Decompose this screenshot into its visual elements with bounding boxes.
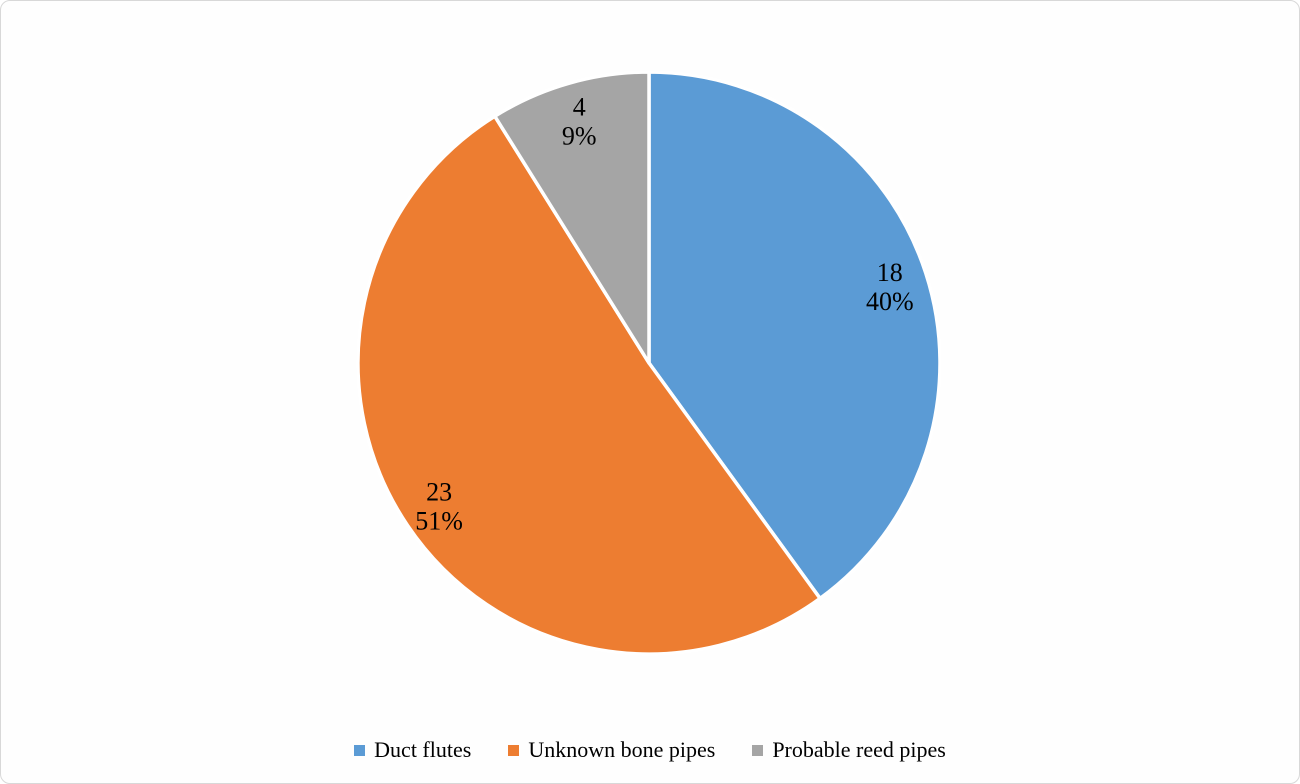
slice-label-unknown-bone-pipes: 23 51%: [415, 478, 463, 536]
slice-label-probable-reed-pipes: 4 9%: [562, 93, 597, 151]
legend-label: Probable reed pipes: [772, 737, 946, 762]
pie-slice-unknown-bone-pipes: [356, 114, 822, 656]
legend-label: Unknown bone pipes: [528, 737, 716, 762]
legend-label: Duct flutes: [374, 737, 472, 762]
slice-label-percent: 9%: [562, 122, 597, 151]
pie-chart: 18 40% 23 51% 4 9%: [356, 70, 942, 656]
slice-label-value: 23: [426, 478, 452, 507]
slice-label-percent: 51%: [415, 507, 463, 536]
pie-slice-duct-flutes: [647, 70, 942, 601]
slice-label-value: 4: [573, 93, 586, 122]
chart-legend: Duct flutes Unknown bone pipes Probable re…: [1, 731, 1299, 769]
legend-item-unknown-bone-pipes: Unknown bone pipes: [508, 737, 715, 763]
slice-label-percent: 40%: [866, 287, 914, 316]
legend-swatch-probable-reed-pipes: [752, 744, 764, 756]
legend-swatch-duct-flutes: [354, 744, 366, 756]
legend-item-probable-reed-pipes: Probable reed pipes: [752, 737, 946, 763]
pie-slice-probable-reed-pipes: [493, 70, 651, 365]
slice-label-value: 18: [877, 258, 903, 287]
slice-label-duct-flutes: 18 40%: [866, 258, 914, 316]
legend-swatch-unknown-bone-pipes: [508, 744, 520, 756]
legend-item-duct-flutes: Duct flutes: [354, 737, 471, 763]
